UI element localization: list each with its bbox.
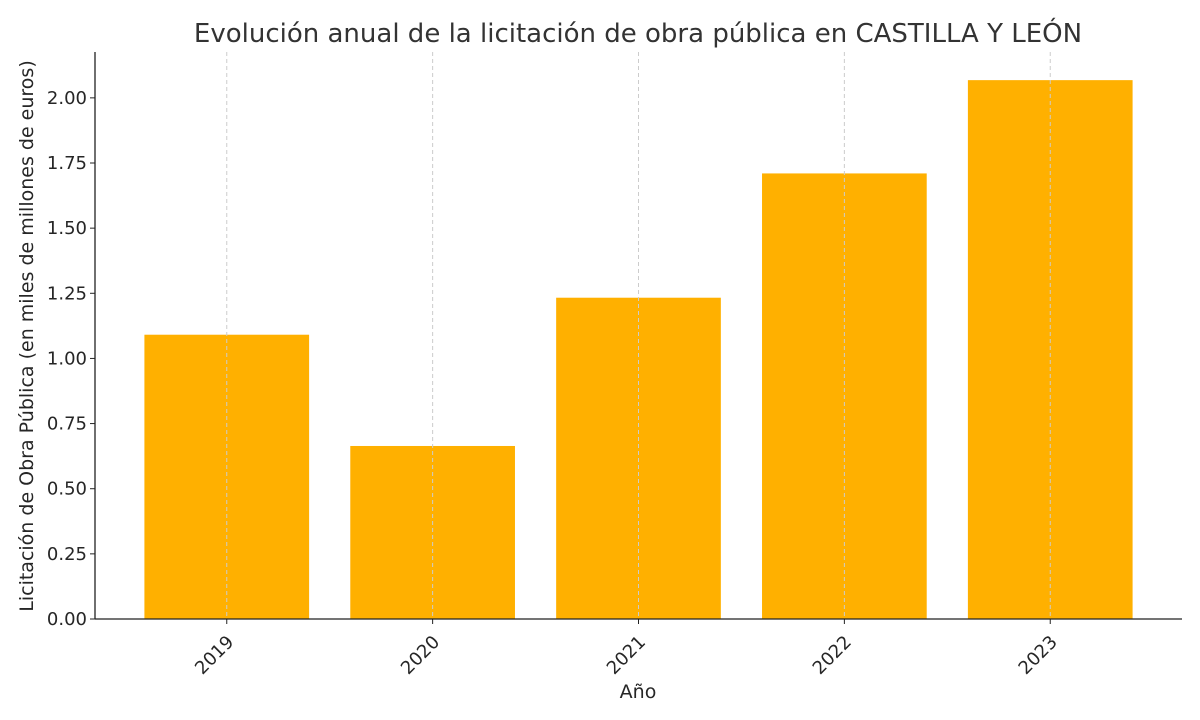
y-tick-label: 0.25 <box>47 544 87 565</box>
chart-title: Evolución anual de la licitación de obra… <box>194 17 1082 49</box>
grid-lines-over <box>226 52 1051 619</box>
y-ticks: 0.00 0.25 0.50 0.75 1.00 1.25 1.50 1.75 2.00 <box>47 88 95 630</box>
y-tick-label: 0.00 <box>47 609 87 630</box>
y-tick-label: 0.75 <box>47 414 87 435</box>
y-tick-label: 2.00 <box>47 88 87 109</box>
y-tick-label: 0.50 <box>47 479 87 500</box>
x-ticks: 2019 2020 2021 2022 2023 <box>191 619 1062 679</box>
x-axis-label: Año <box>620 681 657 703</box>
x-tick-label: 2019 <box>191 632 238 679</box>
y-tick-label: 1.25 <box>47 283 87 304</box>
x-tick-label: 2023 <box>1015 632 1062 679</box>
x-tick-label: 2022 <box>809 632 856 679</box>
y-tick-label: 1.50 <box>47 218 87 239</box>
y-axis-label: Licitación de Obra Pública (en miles de … <box>16 60 38 611</box>
y-tick-label: 1.00 <box>47 348 87 369</box>
y-tick-label: 1.75 <box>47 153 87 174</box>
x-tick-label: 2020 <box>397 632 444 679</box>
x-tick-label: 2021 <box>603 632 650 679</box>
